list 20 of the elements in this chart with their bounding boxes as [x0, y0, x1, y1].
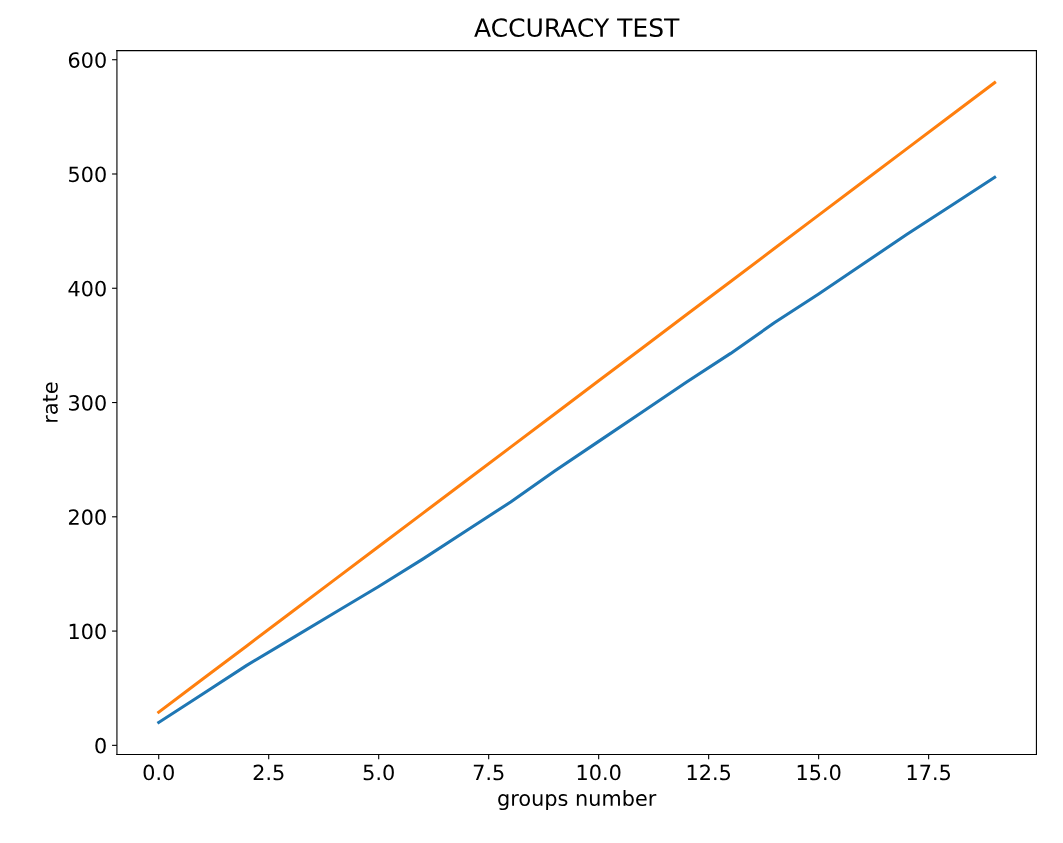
y-tick-label: 400: [68, 280, 106, 297]
x-tick-label: 7.5: [473, 764, 504, 781]
line-series: [157, 175, 997, 725]
x-tick-label: 10.0: [577, 764, 621, 781]
chart-title: ACCURACY TEST: [474, 18, 680, 38]
x-tick-label: 17.5: [907, 764, 951, 781]
x-tick-label: 15.0: [797, 764, 841, 781]
y-tick-label: 600: [68, 52, 106, 68]
x-tick-label: 0.0: [143, 764, 174, 781]
x-tick-label: 2.5: [253, 764, 284, 781]
y-tick-label: 0: [95, 737, 106, 754]
y-tick-label: 500: [69, 166, 106, 183]
x-tick-label: 5.0: [363, 764, 394, 781]
y-tick-label: 200: [68, 509, 106, 526]
y-axis-title: rate: [42, 382, 58, 422]
y-tick-label: 100: [69, 623, 106, 640]
x-tick-label: 12.5: [687, 764, 731, 781]
line-series: [157, 81, 997, 714]
y-tick-label: 300: [69, 394, 106, 411]
x-axis-title: groups number: [498, 789, 657, 811]
